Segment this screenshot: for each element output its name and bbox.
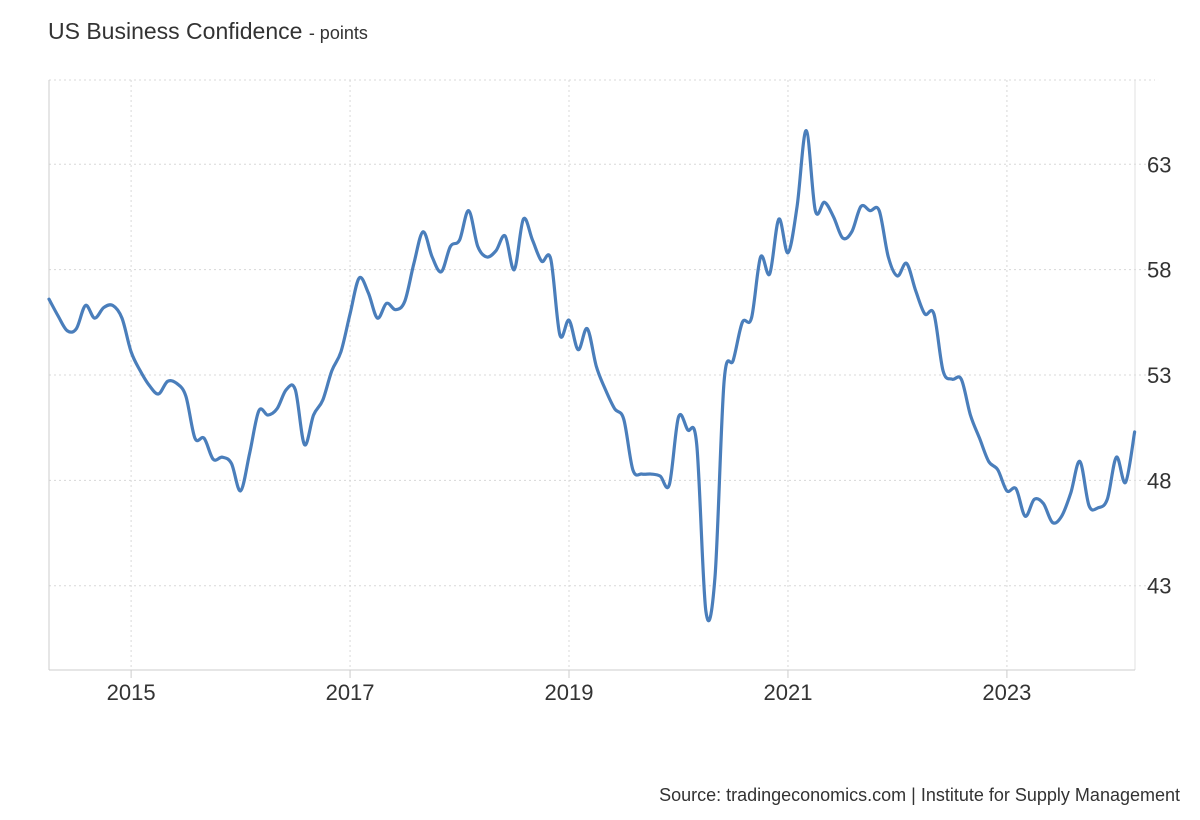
source-note: Source: tradingeconomics.com | Institute… xyxy=(659,785,1180,805)
y-tick-label: 43 xyxy=(1147,574,1171,599)
series-line xyxy=(47,128,1137,623)
x-tick-label: 2023 xyxy=(982,680,1031,705)
chart-title-text: US Business Confidence xyxy=(48,18,303,44)
chart-title: US Business Confidence - points xyxy=(48,18,368,45)
x-tick-label: 2021 xyxy=(763,680,812,705)
y-tick-label: 58 xyxy=(1147,258,1171,283)
x-tick-label: 2015 xyxy=(107,680,156,705)
y-tick-label: 48 xyxy=(1147,468,1171,493)
x-tick-label: 2019 xyxy=(545,680,594,705)
y-tick-label: 53 xyxy=(1147,363,1171,388)
x-tick-label: 2017 xyxy=(326,680,375,705)
chart-unit: - points xyxy=(308,23,368,43)
y-tick-label: 63 xyxy=(1147,152,1171,177)
